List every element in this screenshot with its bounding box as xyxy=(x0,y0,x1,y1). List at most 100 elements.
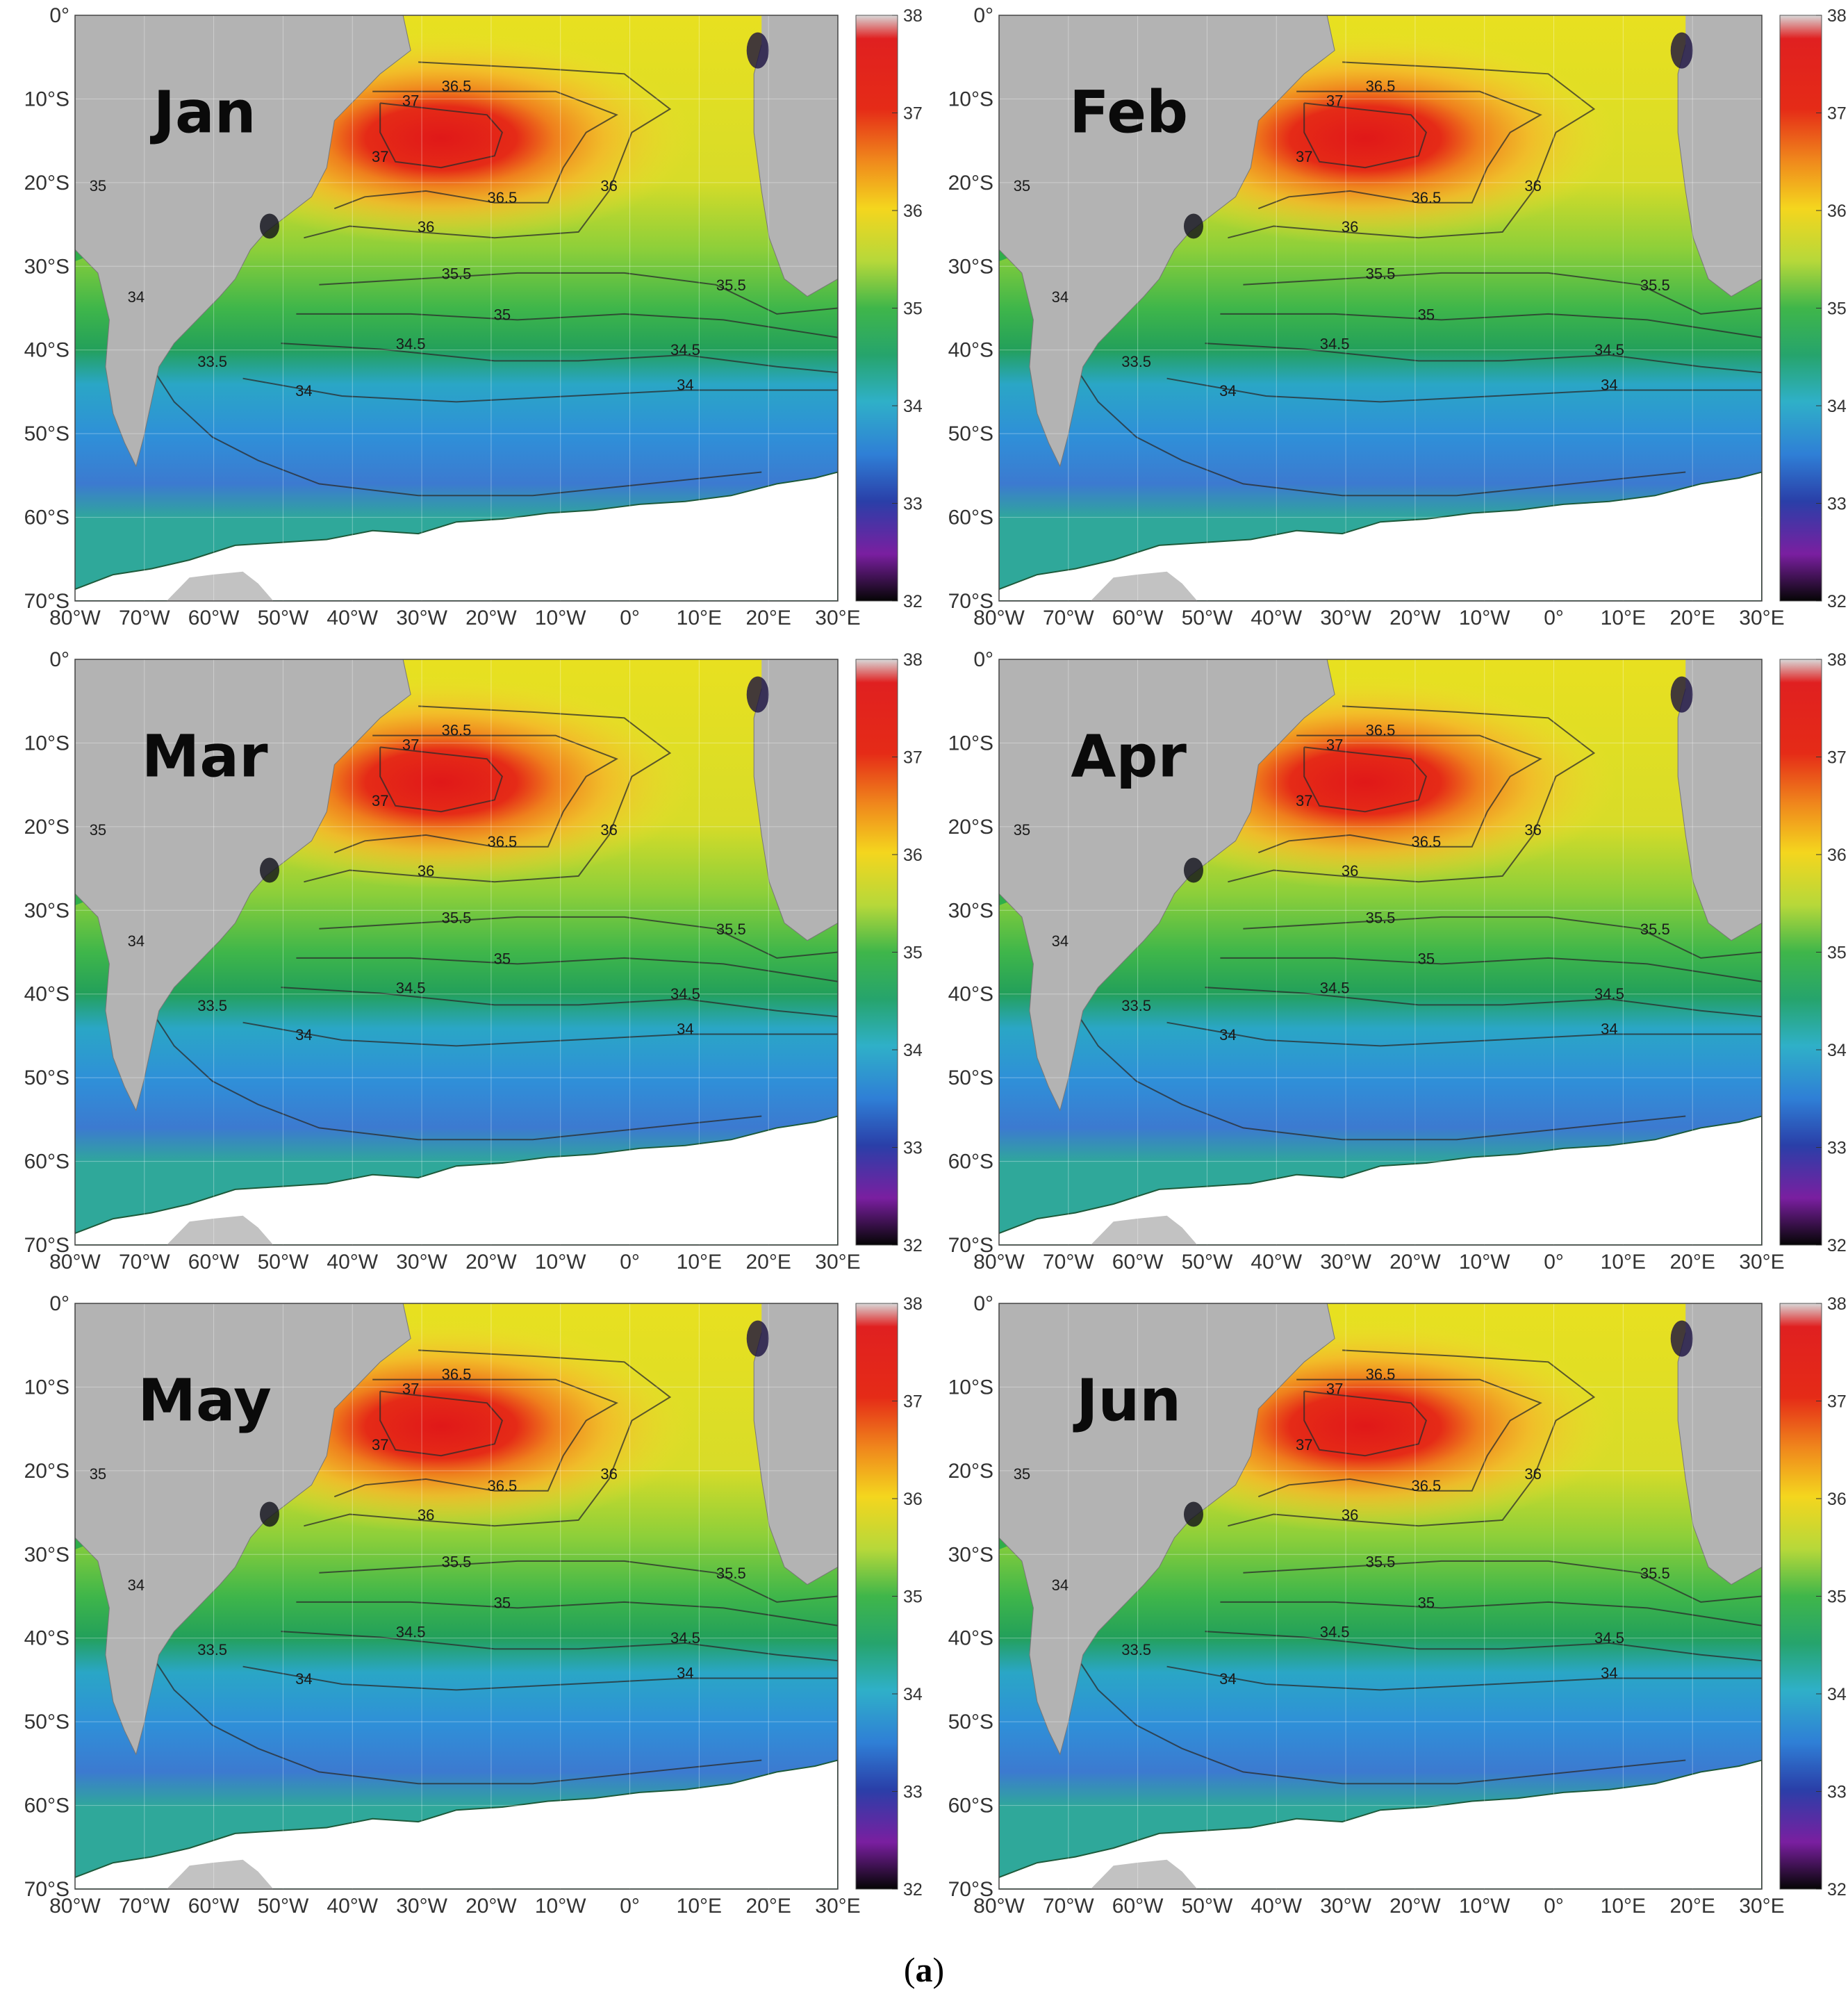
colorbar xyxy=(1779,15,1822,602)
latitude-tick-label: 60°S xyxy=(24,1151,69,1173)
contour-label: 36.5 xyxy=(487,833,517,850)
latitude-tick-label: 60°S xyxy=(24,1795,69,1818)
colorbar xyxy=(855,1303,898,1890)
contour-label: 34 xyxy=(295,1026,312,1044)
colorbar-tick-label: 32 xyxy=(1827,1880,1847,1900)
month-label: Mar xyxy=(142,723,268,791)
latitude-tick-label: 20°S xyxy=(24,816,69,839)
contour-label: 37 xyxy=(1296,792,1312,809)
colorbar-tick-label: 34 xyxy=(903,1041,923,1060)
contour-label: 34.5 xyxy=(670,1629,700,1647)
latitude-tick-label: 30°S xyxy=(948,255,993,278)
latitude-tick-label: 30°S xyxy=(24,255,69,278)
contour-label: 36 xyxy=(418,1506,434,1524)
longitude-tick-label: 80°W xyxy=(973,1895,1025,1918)
contour-label: 35 xyxy=(1014,177,1030,195)
colorbar-tick-label: 35 xyxy=(903,1588,923,1607)
salinity-map-svg: 36.5 37 37 36 36.5 36 35.5 35.5 35 34.5 34.5 34 34 33… xyxy=(948,1292,1847,1918)
latitude-tick-label: 30°S xyxy=(24,899,69,922)
longitude-tick-label: 50°W xyxy=(258,607,309,629)
longitude-tick-label: 80°W xyxy=(49,1895,101,1918)
colorbar-tick-label: 33 xyxy=(903,1783,923,1802)
contour-label: 37 xyxy=(402,92,419,110)
longitude-tick-label: 50°W xyxy=(1182,607,1233,629)
colorbar-tick-label: 38 xyxy=(903,6,923,26)
longitude-tick-label: 50°W xyxy=(258,1895,309,1918)
longitude-tick-label: 20°W xyxy=(465,607,517,629)
latitude-tick-label: 40°S xyxy=(948,983,993,1006)
colorbar-tick-label: 32 xyxy=(903,1236,923,1255)
africa-landmass xyxy=(753,15,838,297)
contour-label: 34.5 xyxy=(670,985,700,1003)
contour-label: 35 xyxy=(494,1594,511,1611)
longitude-tick-label: 60°W xyxy=(188,1895,240,1918)
colorbar-tick-label: 35 xyxy=(1827,1588,1847,1607)
latitude-tick-label: 0° xyxy=(973,4,993,27)
colorbar-tick-label: 32 xyxy=(903,1880,923,1900)
longitude-tick-label: 10°W xyxy=(1459,607,1510,629)
colorbar-tick-label: 34 xyxy=(1827,1041,1847,1060)
contour-label: 34 xyxy=(128,1576,145,1594)
longitude-tick-label: 30°W xyxy=(396,607,447,629)
contour-label: 35.5 xyxy=(1366,265,1396,282)
contour-label: 37 xyxy=(1326,736,1343,754)
contour-label: 35.5 xyxy=(1366,1553,1396,1570)
longitude-tick-label: 10°E xyxy=(1601,607,1646,629)
longitude-tick-label: 60°W xyxy=(1112,607,1164,629)
isohaline-contours xyxy=(1037,705,1762,1141)
latitude-tick-label: 10°S xyxy=(948,88,993,110)
longitude-tick-label: 20°W xyxy=(465,1251,517,1274)
longitude-tick-label: 10°E xyxy=(677,607,722,629)
longitude-tick-label: 40°W xyxy=(327,607,378,629)
contour-label: 37 xyxy=(402,736,419,754)
sea-ice-mask xyxy=(75,1759,838,1889)
latitude-tick-label: 30°S xyxy=(948,899,993,922)
isohaline-contours xyxy=(1037,61,1762,497)
contour-label: 36.5 xyxy=(487,1477,517,1494)
contour-label: 34.5 xyxy=(396,980,426,997)
contour-label: 35 xyxy=(90,1465,106,1483)
colorbar-tick-label: 34 xyxy=(1827,1685,1847,1704)
longitude-tick-label: 60°W xyxy=(188,607,240,629)
latitude-tick-label: 20°S xyxy=(948,1460,993,1483)
sea-ice-mask xyxy=(999,1759,1762,1889)
latitude-tick-label: 70°S xyxy=(948,1878,993,1901)
longitude-tick-label: 40°W xyxy=(1251,1895,1302,1918)
colorbar-tick-label: 33 xyxy=(903,495,923,514)
longitude-tick-label: 30°W xyxy=(1320,607,1371,629)
contour-label: 36.5 xyxy=(1411,1477,1441,1494)
contour-label: 36 xyxy=(600,821,617,839)
contour-label: 35.5 xyxy=(1640,921,1670,938)
south-america-landmass xyxy=(75,15,411,468)
colorbar-tick-label: 33 xyxy=(1827,495,1847,514)
latitude-tick-label: 0° xyxy=(973,648,993,671)
colorbar-tick-label: 34 xyxy=(903,1685,923,1704)
contour-label: 34 xyxy=(677,377,693,394)
latitude-tick-label: 10°S xyxy=(24,1376,69,1399)
longitude-tick-label: 20°E xyxy=(745,1895,791,1918)
colorbar-tick-label: 35 xyxy=(903,299,923,319)
colorbar xyxy=(1779,659,1822,1246)
latitude-tick-label: 10°S xyxy=(24,732,69,755)
longitude-tick-label: 20°E xyxy=(1669,607,1715,629)
longitude-tick-label: 60°W xyxy=(1112,1895,1164,1918)
contour-label: 37 xyxy=(372,1436,388,1453)
contour-label: 36.5 xyxy=(1366,78,1396,95)
contour-label: 37 xyxy=(1296,148,1312,165)
longitude-tick-label: 20°W xyxy=(1389,607,1441,629)
colorbar-tick-label: 36 xyxy=(903,846,923,865)
contour-label: 34 xyxy=(1601,1665,1617,1682)
contour-label: 36 xyxy=(1342,1506,1358,1524)
contour-label: 35.5 xyxy=(1366,909,1396,926)
contour-label: 36 xyxy=(418,218,434,236)
latitude-tick-label: 40°S xyxy=(24,1627,69,1650)
contour-label: 34.5 xyxy=(1320,980,1350,997)
longitude-tick-label: 30°E xyxy=(815,1251,860,1274)
longitude-tick-label: 10°W xyxy=(1459,1895,1510,1918)
contour-label: 35 xyxy=(494,950,511,967)
colorbar xyxy=(855,15,898,602)
contour-label: 36.5 xyxy=(1366,722,1396,739)
contour-label: 34.5 xyxy=(670,341,700,359)
contour-label: 34 xyxy=(295,1670,312,1688)
latitude-tick-label: 50°S xyxy=(24,1711,69,1733)
